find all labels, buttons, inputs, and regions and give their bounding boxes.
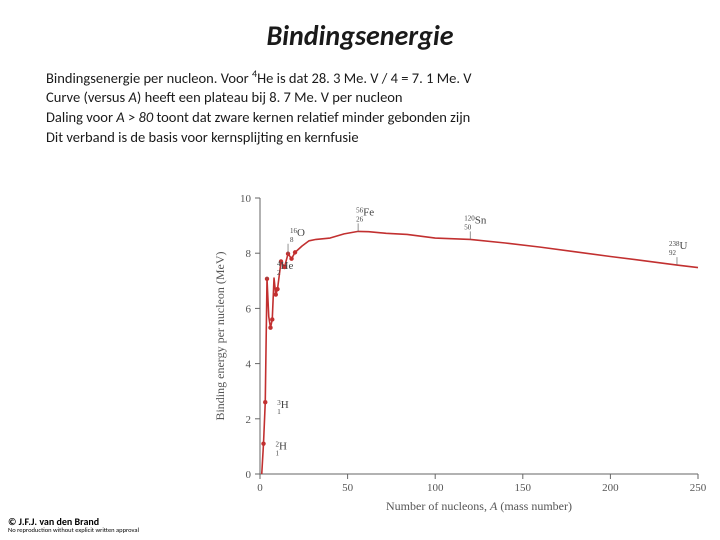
page-title: Bindingsenergie bbox=[0, 0, 720, 67]
svg-text:1: 1 bbox=[276, 450, 280, 458]
svg-text:10: 10 bbox=[240, 193, 252, 205]
body-text: Bindingsenergie per nucleon. Voor 4He is… bbox=[0, 67, 720, 147]
text-span: Curve (versus bbox=[46, 88, 129, 106]
binding-energy-chart: 0501001502002500246810Number of nucleons… bbox=[210, 186, 710, 516]
svg-text:4: 4 bbox=[246, 359, 252, 371]
text-span: is dat 28. 3 Me. V / 4 = 7. 1 Me. V bbox=[273, 69, 471, 87]
svg-text:0: 0 bbox=[246, 469, 252, 481]
italic-80: 80 bbox=[138, 108, 153, 126]
text-span: > bbox=[125, 108, 139, 126]
svg-text:250: 250 bbox=[690, 482, 707, 494]
svg-text:Number of nucleons, A (mass nu: Number of nucleons, A (mass number) bbox=[386, 499, 572, 513]
text-span: toont dat zware kernen relatief minder g… bbox=[153, 108, 470, 126]
copyright-small: No reproduction without explicit written… bbox=[8, 527, 139, 534]
svg-text:8: 8 bbox=[246, 248, 252, 260]
footer: © J.F.J. van den Brand No reproduction w… bbox=[8, 516, 139, 534]
text-span: Bindingsenergie per nucleon. Voor bbox=[46, 69, 252, 87]
svg-text:200: 200 bbox=[602, 482, 619, 494]
text-span: He bbox=[257, 69, 273, 87]
body-line-4: Dit verband is de basis voor kernsplijti… bbox=[46, 128, 674, 148]
text-span: ) heeft een plateau bij 8. 7 Me. V per n… bbox=[137, 88, 403, 106]
svg-text:92: 92 bbox=[669, 249, 677, 257]
svg-text:26: 26 bbox=[356, 215, 364, 223]
body-line-1: Bindingsenergie per nucleon. Voor 4He is… bbox=[46, 67, 674, 88]
svg-text:0: 0 bbox=[257, 482, 263, 494]
svg-text:8: 8 bbox=[290, 236, 294, 244]
svg-text:6: 6 bbox=[246, 303, 252, 315]
italic-A: A bbox=[116, 108, 124, 126]
svg-text:150: 150 bbox=[515, 482, 532, 494]
svg-text:50: 50 bbox=[464, 223, 472, 231]
svg-text:2: 2 bbox=[246, 414, 252, 426]
body-line-3: Daling voor A > 80 toont dat zware kerne… bbox=[46, 108, 674, 128]
italic-A: A bbox=[129, 88, 137, 106]
svg-text:100: 100 bbox=[427, 482, 444, 494]
svg-text:50: 50 bbox=[342, 482, 354, 494]
body-line-2: Curve (versus A) heeft een plateau bij 8… bbox=[46, 88, 674, 108]
chart-svg: 0501001502002500246810Number of nucleons… bbox=[210, 186, 710, 516]
text-span: Daling voor bbox=[46, 108, 116, 126]
svg-text:1: 1 bbox=[277, 408, 281, 416]
svg-text:2: 2 bbox=[277, 269, 281, 277]
svg-text:Binding energy per nucleon (Me: Binding energy per nucleon (MeV) bbox=[213, 251, 227, 420]
